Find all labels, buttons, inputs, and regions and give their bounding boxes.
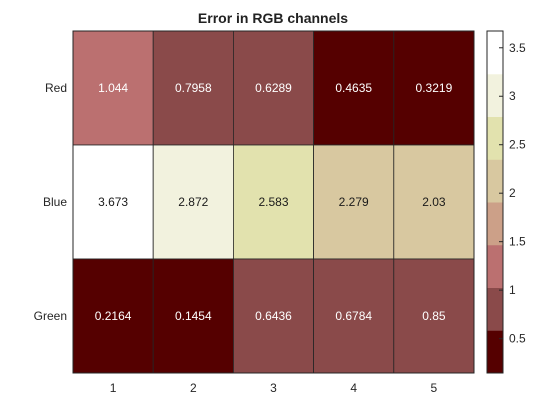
heatmap-cells: 1.044 0.7958 0.6289 0.4635 0.3219 3.673 2.872 2… [72, 30, 475, 374]
colorbar-tick-label: 1 [509, 283, 516, 297]
cell-value-label: 0.6784 [335, 309, 372, 323]
heatmap-cell [393, 144, 475, 260]
colorbar-tick-label: 3 [509, 89, 516, 103]
heatmap-cell [393, 30, 475, 146]
x-axis-labels: 1 2 3 4 5 [110, 381, 438, 395]
cell-value-label: 0.7958 [175, 81, 212, 95]
cell-value-label: 0.6436 [255, 309, 292, 323]
cell-value-label: 0.1454 [175, 309, 212, 323]
cell-value-label: 2.03 [422, 195, 446, 209]
x-tick-label: 3 [270, 381, 277, 395]
colorbar-tick-label: 3.5 [509, 41, 526, 55]
colorbar-frame [486, 30, 504, 374]
cell-value-label: 2.279 [339, 195, 369, 209]
heatmap-cell [72, 144, 154, 260]
heatmap-cell [393, 258, 475, 374]
cell-value-label: 2.872 [178, 195, 208, 209]
x-tick-label: 1 [110, 381, 117, 395]
cell-value-label: 0.6289 [255, 81, 292, 95]
x-tick-label: 4 [350, 381, 357, 395]
cell-value-label: 0.3219 [416, 81, 453, 95]
cell-value-label: 0.4635 [335, 81, 372, 95]
colorbar-segment [487, 31, 503, 75]
cell-value-label: 0.85 [422, 309, 446, 323]
colorbar-tick-label: 1.5 [509, 235, 526, 249]
y-tick-label: Red [45, 81, 67, 95]
cell-value-label: 0.2164 [95, 309, 132, 323]
heatmap-cell [232, 258, 314, 374]
x-tick-label: 2 [190, 381, 197, 395]
cell-value-label: 3.673 [98, 195, 128, 209]
heatmap-cell [313, 30, 395, 146]
heatmap-cell [72, 30, 154, 146]
colorbar-segment [487, 202, 503, 246]
x-tick-label: 5 [431, 381, 438, 395]
plot-frame [72, 30, 475, 374]
colorbar-segment [487, 287, 503, 331]
heatmap-cell [313, 258, 395, 374]
heatmap-cell [152, 258, 234, 374]
cell-value-label: 2.583 [258, 195, 288, 209]
colorbar-segment [487, 244, 503, 288]
y-axis-labels: Red Blue Green [34, 81, 68, 323]
colorbar-tick-label: 0.5 [509, 332, 526, 346]
heatmap-cell [232, 144, 314, 260]
heatmap-cell [152, 30, 234, 146]
colorbar-segment [487, 159, 503, 203]
cell-value-label: 1.044 [98, 81, 128, 95]
y-tick-label: Blue [43, 195, 67, 209]
colorbar-tick-label: 2 [509, 186, 516, 200]
colorbar-segment [487, 73, 503, 117]
y-tick-label: Green [34, 309, 67, 323]
colorbar-tick-label: 2.5 [509, 138, 526, 152]
colorbar-segment [487, 116, 503, 160]
chart-title: Error in RGB channels [198, 10, 348, 26]
colorbar: 0.5 1 1.5 2 2.5 3 3.5 [486, 30, 526, 374]
colorbar-segment [487, 330, 503, 374]
